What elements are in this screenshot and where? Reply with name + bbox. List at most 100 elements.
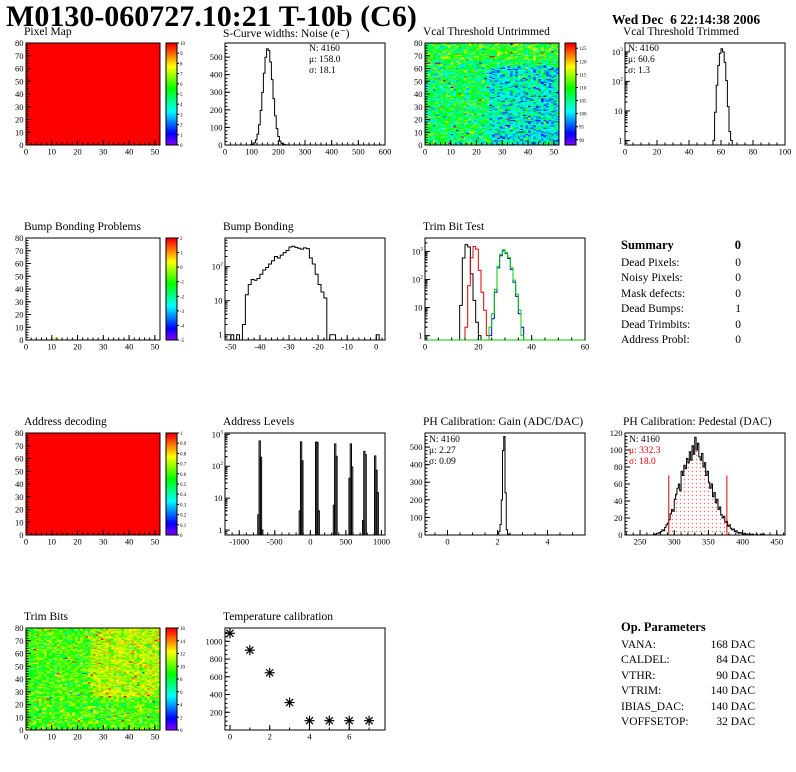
temperature-calibration-plot — [199, 625, 395, 749]
plot-title: Address Levels — [223, 416, 295, 428]
ph-pedestal-histogram — [599, 430, 795, 554]
op-parameters-title: Op. Parameters — [621, 620, 706, 634]
bump-bonding-histogram — [199, 235, 395, 359]
summary-row: Dead Bumps: 1 — [621, 303, 741, 319]
row-value: 32 DAC — [716, 716, 755, 728]
plot-title: PH Calibration: Pedestal (DAC) — [623, 416, 772, 428]
row-label: VTRIM: — [621, 685, 662, 697]
plot-cell-trim-bits: Trim Bits — [0, 609, 196, 772]
plot-title: Address decoding — [24, 416, 107, 428]
plot-title: Bump Bonding — [223, 221, 294, 233]
stat-mean: μ: 332.3 — [629, 446, 661, 456]
row-label: Dead Trimbits: — [621, 318, 691, 331]
op-parameter-row: VOFFSETOP: 32 DAC — [621, 716, 755, 732]
noise-histogram — [199, 40, 395, 164]
plot-cell-vcal-trimmed: Vcal Threshold Trimmed N: 4160 μ: 60.6 σ… — [599, 24, 795, 204]
address-decoding-heatmap — [0, 430, 196, 554]
row-label: Address Probl: — [621, 334, 690, 346]
stat-entries: N: 4160 — [629, 435, 660, 445]
plot-title: S-Curve widths: Noise (e⁻) — [223, 28, 350, 40]
vcal-untrimmed-heatmap — [399, 40, 595, 164]
row-value: 90 DAC — [716, 669, 755, 682]
plot-title: Pixel Map — [24, 26, 72, 38]
plot-cell-bump-problems: Bump Bonding Problems — [0, 219, 196, 399]
stat-mean: μ: 2.27 — [429, 446, 456, 456]
stat-mean: μ: 60.6 — [628, 55, 655, 65]
vcal-trimmed-histogram — [599, 40, 795, 164]
op-parameter-row: VTRIM: 140 DAC — [621, 685, 755, 701]
summary-panel: Summary 0 Dead Pixels: 0 Noisy Pixels: 0 Mas… — [621, 238, 741, 350]
ph-gain-histogram — [399, 430, 595, 554]
summary-rows: Dead Pixels: 0 Noisy Pixels: 0 Mask defects:… — [621, 257, 741, 350]
trim-bit-test-histogram — [399, 235, 595, 359]
plot-cell-bump-bonding: Bump Bonding — [199, 219, 395, 399]
row-value: 0 — [735, 287, 741, 300]
row-value: 168 DAC — [710, 638, 755, 651]
plot-cell-ph-pedestal: PH Calibration: Pedestal (DAC) N: 4160 μ… — [599, 414, 795, 594]
row-value: 84 DAC — [716, 654, 755, 666]
summary-row: Address Probl: 0 — [621, 334, 741, 350]
plot-title: Vcal Threshold Untrimmed — [423, 26, 550, 38]
pixel-map-heatmap — [0, 40, 196, 164]
trim-bits-heatmap — [0, 625, 196, 749]
plot-cell-ph-gain: PH Calibration: Gain (ADC/DAC) N: 4160 μ… — [399, 414, 595, 594]
row-value: 140 DAC — [710, 700, 755, 713]
summary-title: Summary — [621, 238, 674, 252]
stat-sigma: σ: 0.09 — [429, 457, 456, 467]
op-parameter-row: VANA: 168 DAC — [621, 639, 755, 655]
row-value: 0 — [735, 334, 741, 346]
stats-box: N: 4160 μ: 2.27 σ: 0.09 — [429, 435, 460, 468]
plot-title: Bump Bonding Problems — [24, 221, 141, 233]
summary-row: Dead Pixels: 0 — [621, 257, 741, 273]
row-label: Noisy Pixels: — [621, 272, 683, 284]
row-value: 0 — [735, 318, 741, 331]
plot-cell-pixel-map: Pixel Map — [0, 24, 196, 204]
plot-title: Trim Bits — [24, 611, 69, 623]
row-label: Dead Pixels: — [621, 256, 680, 269]
row-value: 140 DAC — [710, 685, 755, 697]
stats-box: N: 4160 μ: 60.6 σ: 1.3 — [628, 44, 659, 77]
stats-box: N: 4160 μ: 332.3 σ: 18.0 — [629, 435, 660, 468]
stat-entries: N: 4160 — [628, 44, 659, 54]
plot-cell-vcal-untrimmed: Vcal Threshold Untrimmed — [399, 24, 595, 204]
row-value: 0 — [735, 256, 741, 269]
plot-title: Temperature calibration — [223, 611, 333, 623]
row-label: VOFFSETOP: — [621, 716, 689, 728]
row-label: VANA: — [621, 638, 656, 651]
summary-total: 0 — [734, 238, 741, 252]
plot-cell-address-levels: Address Levels — [199, 414, 395, 594]
stat-sigma: σ: 18.1 — [309, 66, 336, 76]
plot-cell-address-decoding: Address decoding — [0, 414, 196, 594]
stat-sigma: σ: 1.3 — [628, 66, 651, 76]
row-label: VTHR: — [621, 669, 656, 682]
op-parameter-row: VTHR: 90 DAC — [621, 670, 755, 686]
row-value: 1 — [735, 303, 741, 315]
row-label: IBIAS_DAC: — [621, 700, 685, 713]
op-parameter-row: CALDEL: 84 DAC — [621, 654, 755, 670]
plot-title: PH Calibration: Gain (ADC/DAC) — [423, 416, 584, 428]
op-parameter-rows: VANA: 168 DAC CALDEL: 84 DAC VTHR: 90 DAC VTRI… — [621, 639, 755, 732]
op-parameters-panel: Op. Parameters VANA: 168 DAC CALDEL: 84 DAC… — [621, 620, 755, 732]
row-label: CALDEL: — [621, 654, 670, 666]
stat-mean: μ: 158.0 — [309, 55, 341, 65]
timestamp: Wed Dec 6 22:14:38 2006 — [612, 12, 761, 27]
row-label: Dead Bumps: — [621, 303, 684, 315]
plot-title: Trim Bit Test — [423, 221, 485, 233]
stats-box: N: 4160 μ: 158.0 σ: 18.1 — [309, 44, 340, 77]
page-title: M0130-060727.10:21 T-10b (C6) — [6, 0, 417, 33]
row-label: Mask defects: — [621, 287, 686, 300]
plot-cell-scurve-noise: S-Curve widths: Noise (e⁻) N: 4160 μ: 15… — [199, 24, 395, 204]
stat-entries: N: 4160 — [429, 435, 460, 445]
stat-entries: N: 4160 — [309, 44, 340, 54]
op-parameter-row: IBIAS_DAC: 140 DAC — [621, 701, 755, 717]
row-value: 0 — [735, 272, 741, 284]
op-parameters-header: Op. Parameters — [621, 620, 755, 636]
summary-header: Summary 0 — [621, 238, 741, 254]
summary-row: Mask defects: 0 — [621, 288, 741, 304]
plot-cell-trim-bit-test: Trim Bit Test — [399, 219, 595, 399]
address-levels-histogram — [199, 430, 395, 554]
summary-row: Dead Trimbits: 0 — [621, 319, 741, 335]
plot-title: Vcal Threshold Trimmed — [623, 26, 740, 38]
stat-sigma: σ: 18.0 — [629, 457, 656, 467]
